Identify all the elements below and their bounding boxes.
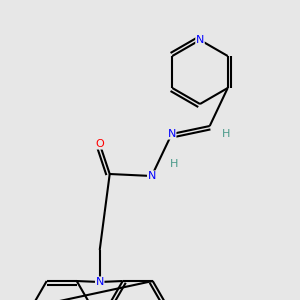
Text: N: N (196, 35, 204, 45)
Text: H: H (221, 129, 230, 139)
Text: H: H (169, 159, 178, 169)
Text: N: N (148, 171, 156, 181)
Text: N: N (167, 129, 176, 139)
Text: N: N (95, 277, 104, 287)
Text: O: O (95, 139, 104, 149)
